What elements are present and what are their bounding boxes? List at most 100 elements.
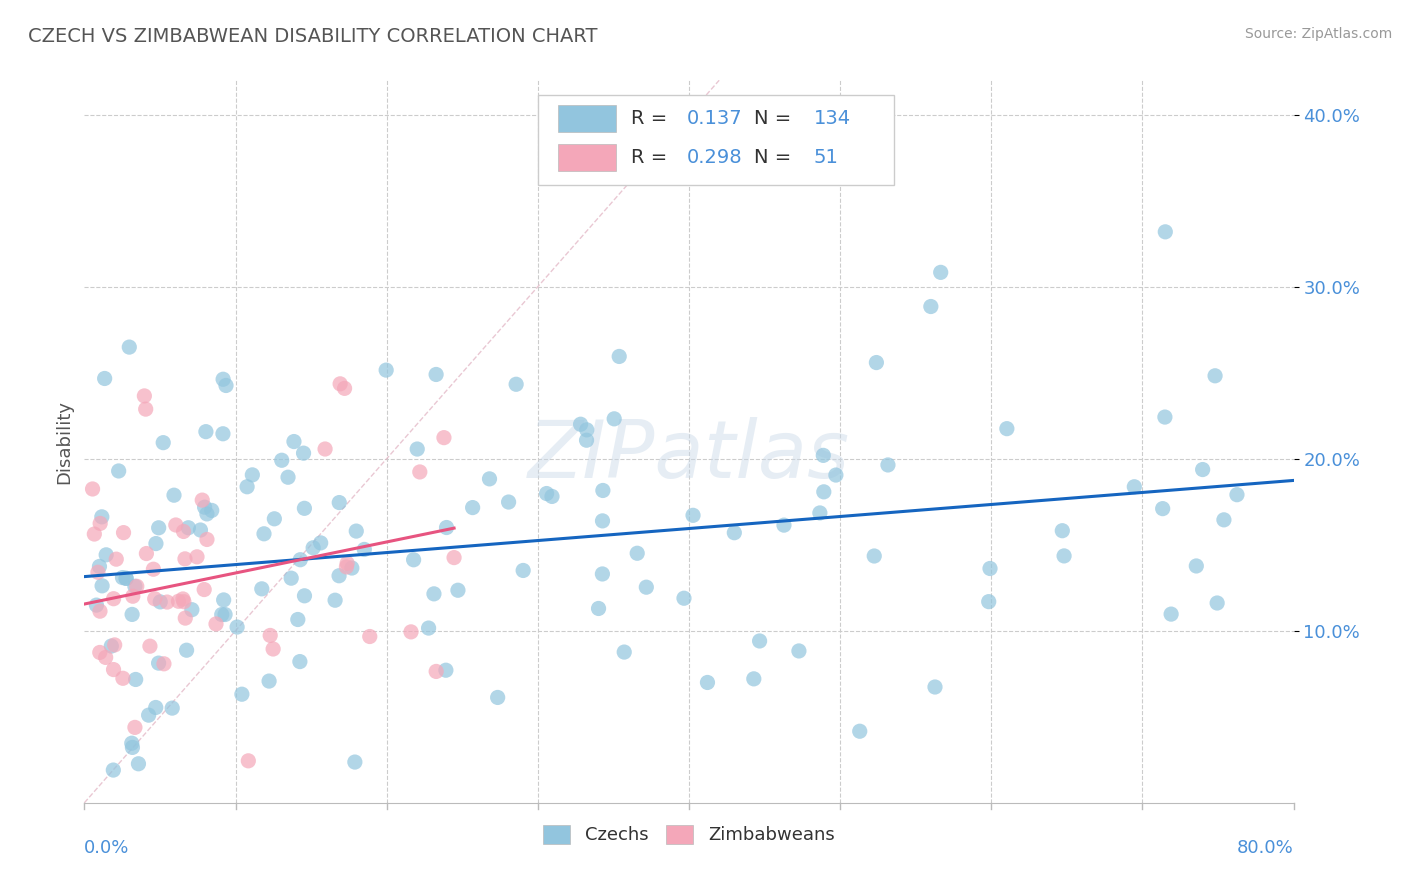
Text: 134: 134 (814, 109, 851, 128)
Point (174, 552, 197, 566)
Point (111, 671, 134, 685)
Point (314, 442, 336, 456)
Point (344, 524, 367, 538)
Point (104, 638, 127, 652)
Point (813, 449, 835, 463)
Point (167, 594, 190, 608)
Point (748, 634, 770, 648)
Point (588, 601, 610, 615)
Point (142, 562, 165, 576)
Point (174, 611, 197, 625)
Point (145, 700, 167, 714)
Point (512, 564, 534, 578)
Point (96, 548, 118, 562)
Point (813, 484, 835, 499)
Point (172, 591, 194, 606)
Point (236, 480, 259, 494)
Point (436, 520, 458, 534)
Point (107, 464, 129, 478)
Point (280, 571, 302, 585)
Point (238, 754, 260, 768)
Point (478, 472, 501, 486)
Point (149, 595, 172, 609)
Point (682, 508, 704, 523)
Point (1154, 410, 1177, 425)
Point (143, 591, 166, 606)
Point (290, 552, 312, 566)
Point (121, 736, 143, 750)
Point (294, 589, 316, 603)
Point (433, 431, 456, 445)
Point (447, 583, 470, 598)
Point (977, 594, 1000, 608)
Point (929, 265, 952, 279)
Point (336, 556, 359, 570)
FancyBboxPatch shape (538, 95, 894, 185)
Point (253, 526, 276, 541)
Point (434, 663, 457, 677)
Point (443, 550, 465, 565)
Point (1123, 480, 1146, 494)
Text: N =: N = (754, 148, 797, 167)
Point (592, 483, 614, 498)
Point (194, 425, 217, 439)
Point (103, 591, 125, 606)
Point (1206, 596, 1229, 610)
Point (591, 566, 613, 581)
Point (536, 486, 558, 500)
Point (1053, 549, 1076, 563)
Point (105, 552, 128, 566)
Point (250, 582, 273, 596)
Point (135, 402, 157, 417)
Point (808, 506, 831, 520)
Point (94, 650, 117, 665)
Point (294, 501, 316, 516)
Point (773, 518, 796, 533)
Point (309, 536, 332, 550)
Point (920, 300, 942, 314)
Text: 0.137: 0.137 (686, 109, 742, 128)
Point (461, 500, 484, 515)
Point (91, 579, 114, 593)
Point (406, 442, 429, 456)
Point (156, 595, 179, 609)
Point (124, 673, 146, 687)
Point (121, 589, 143, 603)
Point (240, 467, 263, 482)
Point (1160, 607, 1182, 621)
Point (323, 593, 346, 607)
Point (399, 624, 422, 639)
Point (607, 350, 630, 364)
Point (328, 495, 350, 509)
Point (603, 412, 626, 426)
Text: R =: R = (631, 148, 673, 167)
Point (89, 559, 111, 574)
Point (423, 587, 446, 601)
Point (138, 708, 160, 723)
Point (877, 458, 900, 472)
Point (173, 524, 195, 539)
Point (134, 389, 156, 403)
Point (696, 675, 718, 690)
Point (626, 546, 648, 560)
Point (79, 816, 101, 830)
Point (995, 422, 1018, 436)
Point (1052, 524, 1074, 538)
Point (124, 720, 146, 734)
Point (215, 378, 238, 392)
Point (90, 509, 112, 524)
Point (486, 690, 509, 705)
Point (425, 368, 447, 382)
Point (83, 527, 105, 541)
Point (212, 372, 235, 386)
Point (505, 377, 527, 392)
Point (848, 724, 870, 739)
Point (865, 355, 887, 369)
Point (214, 607, 236, 622)
Point (409, 465, 432, 479)
Point (165, 518, 187, 533)
Point (112, 525, 135, 540)
Point (329, 376, 352, 391)
Point (1204, 368, 1226, 383)
Point (723, 525, 745, 540)
